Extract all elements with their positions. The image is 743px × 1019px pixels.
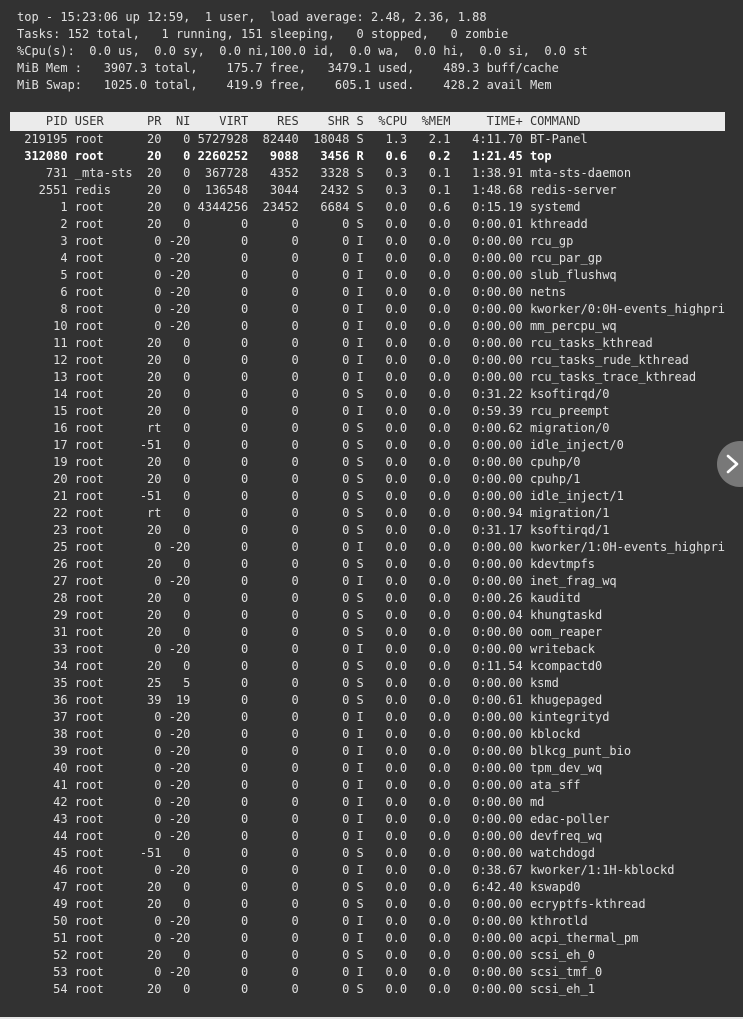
process-row: 25 root 0 -20 0 0 0 I 0.0 0.0 0:00.00 kw…	[17, 540, 726, 554]
process-row: 21 root -51 0 0 0 0 S 0.0 0.0 0:00.00 id…	[17, 489, 624, 503]
process-row: 27 root 0 -20 0 0 0 I 0.0 0.0 0:00.00 in…	[17, 574, 617, 588]
process-row: 46 root 0 -20 0 0 0 I 0.0 0.0 0:38.67 kw…	[17, 863, 675, 877]
process-row: 731 _mta-sts 20 0 367728 4352 3328 S 0.3…	[17, 166, 632, 180]
process-row: 52 root 20 0 0 0 0 S 0.0 0.0 0:00.00 scs…	[17, 948, 595, 962]
process-row: 10 root 0 -20 0 0 0 I 0.0 0.0 0:00.00 mm…	[17, 319, 617, 333]
process-row: 31 root 20 0 0 0 0 S 0.0 0.0 0:00.00 oom…	[17, 625, 603, 639]
process-row: 26 root 20 0 0 0 0 S 0.0 0.0 0:00.00 kde…	[17, 557, 595, 571]
top-tasks-line: Tasks: 152 total, 1 running, 151 sleepin…	[17, 27, 509, 41]
top-cpu-line: %Cpu(s): 0.0 us, 0.0 sy, 0.0 ni,100.0 id…	[17, 44, 588, 58]
process-row: 38 root 0 -20 0 0 0 I 0.0 0.0 0:00.00 kb…	[17, 727, 581, 741]
process-row: 45 root -51 0 0 0 0 S 0.0 0.0 0:00.00 wa…	[17, 846, 595, 860]
process-table: 219195 root 20 0 5727928 82440 18048 S 1…	[17, 131, 743, 998]
process-row: 51 root 0 -20 0 0 0 I 0.0 0.0 0:00.00 ac…	[17, 931, 639, 945]
process-row: 54 root 20 0 0 0 0 S 0.0 0.0 0:00.00 scs…	[17, 982, 595, 996]
process-row: 22 root rt 0 0 0 0 S 0.0 0.0 0:00.94 mig…	[17, 506, 610, 520]
process-row: 34 root 20 0 0 0 0 S 0.0 0.0 0:11.54 kco…	[17, 659, 603, 673]
process-row: 41 root 0 -20 0 0 0 I 0.0 0.0 0:00.00 at…	[17, 778, 581, 792]
process-row: 1 root 20 0 4344256 23452 6684 S 0.0 0.6…	[17, 200, 581, 214]
process-row: 16 root rt 0 0 0 0 S 0.0 0.0 0:00.62 mig…	[17, 421, 610, 435]
process-row: 17 root -51 0 0 0 0 S 0.0 0.0 0:00.00 id…	[17, 438, 624, 452]
top-swap-line: MiB Swap: 1025.0 total, 419.9 free, 605.…	[17, 78, 552, 92]
process-row: 33 root 0 -20 0 0 0 I 0.0 0.0 0:00.00 wr…	[17, 642, 595, 656]
process-row: 43 root 0 -20 0 0 0 I 0.0 0.0 0:00.00 ed…	[17, 812, 610, 826]
process-row: 4 root 0 -20 0 0 0 I 0.0 0.0 0:00.00 rcu…	[17, 251, 603, 265]
process-row: 47 root 20 0 0 0 0 S 0.0 0.0 6:42.40 ksw…	[17, 880, 581, 894]
process-row: 36 root 39 19 0 0 0 S 0.0 0.0 0:00.61 kh…	[17, 693, 603, 707]
process-row: 37 root 0 -20 0 0 0 I 0.0 0.0 0:00.00 ki…	[17, 710, 610, 724]
process-row: 35 root 25 5 0 0 0 S 0.0 0.0 0:00.00 ksm…	[17, 676, 559, 690]
top-uptime-line: top - 15:23:06 up 12:59, 1 user, load av…	[17, 10, 487, 24]
process-row: 44 root 0 -20 0 0 0 I 0.0 0.0 0:00.00 de…	[17, 829, 603, 843]
process-row: 11 root 20 0 0 0 0 I 0.0 0.0 0:00.00 rcu…	[17, 336, 653, 350]
blank-line	[17, 94, 743, 112]
process-row: 6 root 0 -20 0 0 0 I 0.0 0.0 0:00.00 net…	[17, 285, 567, 299]
process-row: 15 root 20 0 0 0 0 I 0.0 0.0 0:59.39 rcu…	[17, 404, 610, 418]
process-row: 42 root 0 -20 0 0 0 I 0.0 0.0 0:00.00 md	[17, 795, 545, 809]
process-row: 19 root 20 0 0 0 0 S 0.0 0.0 0:00.00 cpu…	[17, 455, 581, 469]
top-mem-line: MiB Mem : 3907.3 total, 175.7 free, 3479…	[17, 61, 559, 75]
chevron-right-icon	[726, 454, 739, 474]
process-row: 2551 redis 20 0 136548 3044 2432 S 0.3 0…	[17, 183, 617, 197]
process-row: 3 root 0 -20 0 0 0 I 0.0 0.0 0:00.00 rcu…	[17, 234, 574, 248]
process-row: 8 root 0 -20 0 0 0 I 0.0 0.0 0:00.00 kwo…	[17, 302, 726, 316]
process-row: 13 root 20 0 0 0 0 I 0.0 0.0 0:00.00 rcu…	[17, 370, 697, 384]
process-row: 312080 root 20 0 2260252 9088 3456 R 0.6…	[17, 149, 552, 163]
top-summary: top - 15:23:06 up 12:59, 1 user, load av…	[17, 9, 743, 94]
process-row: 20 root 20 0 0 0 0 S 0.0 0.0 0:00.00 cpu…	[17, 472, 581, 486]
process-row: 14 root 20 0 0 0 0 S 0.0 0.0 0:31.22 kso…	[17, 387, 610, 401]
process-table-header: PID USER PR NI VIRT RES SHR S %CPU %MEM …	[10, 112, 725, 131]
process-row: 2 root 20 0 0 0 0 S 0.0 0.0 0:00.01 kthr…	[17, 217, 588, 231]
bottom-edge	[0, 1017, 743, 1019]
process-row: 28 root 20 0 0 0 0 S 0.0 0.0 0:00.26 kau…	[17, 591, 581, 605]
process-row: 50 root 0 -20 0 0 0 I 0.0 0.0 0:00.00 kt…	[17, 914, 588, 928]
process-row: 12 root 20 0 0 0 0 I 0.0 0.0 0:00.00 rcu…	[17, 353, 689, 367]
process-row: 29 root 20 0 0 0 0 S 0.0 0.0 0:00.04 khu…	[17, 608, 603, 622]
process-row: 219195 root 20 0 5727928 82440 18048 S 1…	[17, 132, 588, 146]
process-row: 5 root 0 -20 0 0 0 I 0.0 0.0 0:00.00 slu…	[17, 268, 617, 282]
process-row: 49 root 20 0 0 0 0 S 0.0 0.0 0:00.00 ecr…	[17, 897, 646, 911]
process-row: 40 root 0 -20 0 0 0 I 0.0 0.0 0:00.00 tp…	[17, 761, 603, 775]
process-row: 39 root 0 -20 0 0 0 I 0.0 0.0 0:00.00 bl…	[17, 744, 632, 758]
process-row: 53 root 0 -20 0 0 0 I 0.0 0.0 0:00.00 sc…	[17, 965, 603, 979]
process-row: 23 root 20 0 0 0 0 S 0.0 0.0 0:31.17 kso…	[17, 523, 610, 537]
